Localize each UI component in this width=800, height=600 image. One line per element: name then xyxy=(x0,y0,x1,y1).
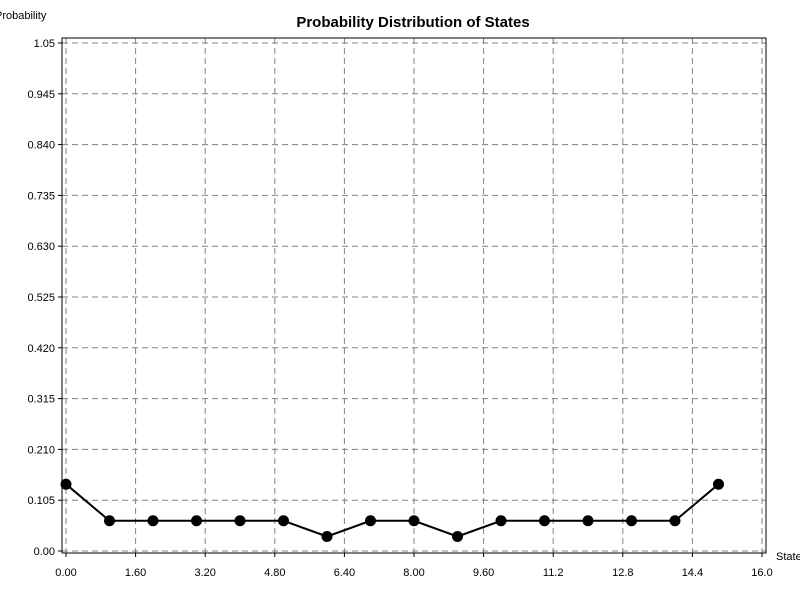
x-axis-label: State xyxy=(776,551,800,563)
x-tick-label: 6.40 xyxy=(334,567,355,579)
y-tick-label: 1.05 xyxy=(34,38,55,50)
grid xyxy=(62,38,766,553)
x-tick-label: 4.80 xyxy=(264,567,285,579)
data-point xyxy=(234,515,246,527)
data-point xyxy=(147,515,159,527)
y-tick-label: 0.00 xyxy=(34,546,55,558)
data-point xyxy=(713,478,724,490)
data-point xyxy=(321,530,333,542)
x-tick-label: 16.0 xyxy=(751,567,772,579)
data-point xyxy=(539,515,550,527)
data-point xyxy=(60,478,72,490)
y-tick-label: 0.420 xyxy=(27,343,55,355)
x-tick-label: 11.2 xyxy=(543,567,564,579)
y-axis-label: Probability xyxy=(0,10,47,22)
y-tick-label: 0.945 xyxy=(27,89,55,101)
chart-title: Probability Distribution of States xyxy=(296,14,529,31)
y-tick-label: 0.210 xyxy=(27,444,55,456)
data-point xyxy=(582,515,594,527)
x-tick-label: 12.8 xyxy=(612,567,633,579)
y-tick-label: 0.525 xyxy=(27,292,55,304)
x-tick-label: 14.4 xyxy=(682,567,703,579)
axes xyxy=(58,37,767,557)
x-tick-label: 9.60 xyxy=(473,567,494,579)
x-tick-label: 8.00 xyxy=(403,567,424,579)
data-point xyxy=(365,515,376,527)
data-point xyxy=(495,515,507,527)
y-tick-label: 0.735 xyxy=(27,190,55,202)
data-point xyxy=(278,515,289,527)
data-point xyxy=(626,515,637,527)
x-tick-label: 0.00 xyxy=(55,567,76,579)
data-point xyxy=(191,515,202,527)
tick-labels: 0.00 1.60 3.20 4.80 6.40 8.00 9.60 11.2 12.8 14.4… xyxy=(27,38,772,579)
data-point xyxy=(408,515,420,527)
data-point xyxy=(452,530,463,542)
x-tick-label: 3.20 xyxy=(194,567,215,579)
series-line xyxy=(65,483,720,538)
y-tick-label: 0.105 xyxy=(27,495,55,507)
y-tick-label: 0.315 xyxy=(27,394,55,406)
data-point xyxy=(104,515,115,527)
data-point xyxy=(669,515,681,527)
plot-frame xyxy=(61,37,767,554)
x-tick-label: 1.60 xyxy=(125,567,146,579)
y-tick-label: 0.630 xyxy=(27,241,55,253)
y-tick-label: 0.840 xyxy=(27,140,55,152)
data-series xyxy=(60,478,724,542)
